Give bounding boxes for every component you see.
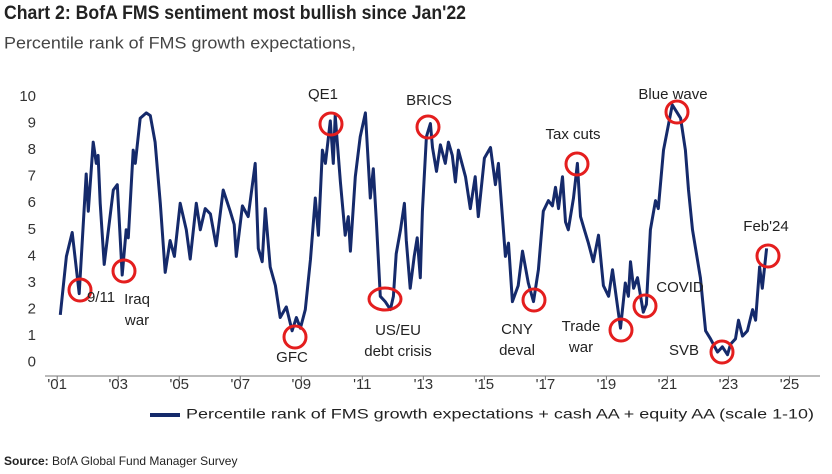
- y-tick-label: 10: [19, 88, 36, 105]
- x-tick-label: '23: [719, 376, 739, 393]
- x-tick-label: '09: [292, 376, 312, 393]
- annotation-circle: [564, 151, 590, 177]
- annotation-label: GFC: [276, 349, 308, 366]
- annotation-label: war: [124, 312, 149, 329]
- y-tick-label: 3: [28, 274, 36, 291]
- annotation-label: CNY: [501, 321, 533, 338]
- annotation-circle: [521, 287, 547, 313]
- x-tick-label: '15: [475, 376, 495, 393]
- source-label: Source:: [4, 454, 49, 468]
- x-tick-label: '21: [658, 376, 678, 393]
- y-tick-label: 5: [28, 221, 36, 238]
- source-text: BofA Global Fund Manager Survey: [52, 454, 237, 468]
- y-tick-label: 8: [28, 141, 36, 158]
- series-line: [58, 103, 769, 357]
- annotation-circle: [318, 111, 344, 137]
- annotation-circle: [755, 243, 781, 269]
- annotation-label: SVB: [669, 342, 699, 359]
- x-tick-label: '13: [414, 376, 434, 393]
- annotation-label: Iraq: [124, 291, 150, 308]
- x-tick-label: '07: [230, 376, 250, 393]
- annotation-label: Tax cuts: [545, 126, 600, 143]
- annotation-label: debt crisis: [364, 343, 432, 360]
- x-tick-label: '17: [536, 376, 556, 393]
- annotation-circle: [664, 99, 690, 125]
- y-tick-label: 9: [28, 115, 36, 132]
- annotation-circle: [415, 114, 441, 140]
- y-tick-label: 7: [28, 168, 36, 185]
- x-tick-label: '25: [780, 376, 800, 393]
- annotation-label: Feb'24: [743, 218, 788, 235]
- annotation-label: 9/11: [87, 289, 115, 306]
- y-tick-label: 4: [28, 247, 36, 264]
- annotation-label: QE1: [308, 86, 338, 103]
- x-tick-label: '11: [353, 376, 371, 393]
- chart-title: Chart 2: BofA FMS sentiment most bullish…: [4, 3, 466, 24]
- annotation-label: deval: [499, 342, 535, 359]
- annotation-label: Trade: [562, 318, 601, 335]
- y-tick-label: 1: [28, 327, 36, 344]
- annotation-circle: [709, 339, 735, 365]
- chart-subtitle: Percentile rank of FMS growth expectatio…: [4, 33, 356, 52]
- annotation-circle: [367, 286, 403, 312]
- y-tick-label: 0: [28, 354, 36, 371]
- y-tick-label: 2: [28, 301, 36, 318]
- annotation-circle: [608, 317, 634, 343]
- annotation-circle: [111, 258, 137, 284]
- annotation-label: BRICS: [406, 92, 452, 109]
- annotation-circle: [632, 293, 658, 319]
- annotation-label: US/EU: [375, 322, 421, 339]
- legend-label: Percentile rank of FMS growth expectatio…: [186, 406, 814, 422]
- annotation-label: war: [568, 339, 593, 356]
- x-tick-label: '03: [108, 376, 128, 393]
- x-tick-label: '01: [47, 376, 67, 393]
- y-tick-label: 6: [28, 194, 36, 211]
- annotation-label: COVID: [656, 279, 704, 296]
- annotation-label: Blue wave: [638, 86, 707, 103]
- x-tick-label: '19: [597, 376, 617, 393]
- x-tick-label: '05: [169, 376, 189, 393]
- annotation-circle: [67, 277, 93, 303]
- annotation-circle: [282, 324, 308, 350]
